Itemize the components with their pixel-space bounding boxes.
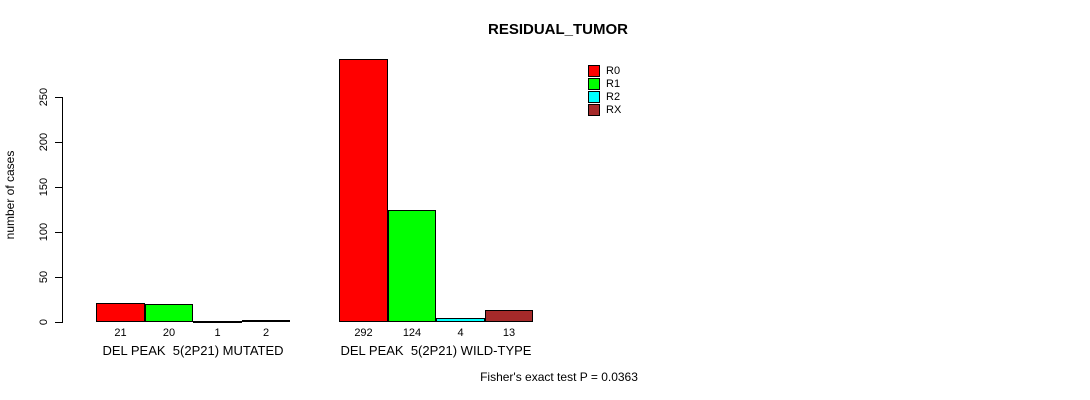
y-tick [55,322,62,323]
bar-value-label: 124 [402,327,422,339]
legend-swatch-rx [588,104,600,116]
bar-rx [485,310,533,322]
bar-value-label: 21 [114,327,127,339]
bar-r0 [96,303,145,322]
y-axis-line [62,97,63,323]
bar-rx [242,320,290,322]
y-tick-label: 50 [38,270,50,284]
x-category-label: DEL PEAK 5(2P21) MUTATED [102,343,284,358]
bar-r2 [193,321,242,323]
legend-swatch-r1 [588,78,600,90]
bar-value-label: 2 [262,327,270,339]
y-tick [55,187,62,188]
bar-r2 [436,318,485,322]
bar-value-label: 20 [162,327,176,339]
y-tick [55,277,62,278]
y-tick [55,142,62,143]
y-tick [55,97,62,98]
legend-label-r1: R1 [606,78,621,90]
legend-label-r2: R2 [606,91,621,103]
bar-r1 [388,210,436,322]
legend-label-r0: R0 [606,65,621,77]
x-category-label: DEL PEAK 5(2P21) WILD-TYPE [340,343,532,358]
y-tick-label: 100 [38,222,50,242]
bar-r1 [145,304,193,322]
bar-value-label: 292 [354,327,373,339]
y-tick [55,232,62,233]
y-tick-label: 250 [38,87,50,107]
y-tick-label: 150 [38,177,50,197]
legend-label-rx: RX [606,104,622,116]
bar-value-label: 13 [502,327,516,339]
bar-value-label: 1 [214,327,221,339]
y-tick-label: 0 [38,318,50,326]
bar-r0 [339,59,388,322]
legend-swatch-r0 [588,65,600,77]
chart-title: RESIDUAL_TUMOR [487,21,628,38]
y-tick-label: 200 [38,132,50,152]
bar-value-label: 4 [457,327,464,339]
y-axis-title: number of cases [3,150,17,240]
footnote-fishers-test: Fisher's exact test P = 0.0363 [480,370,638,384]
legend-swatch-r2 [588,91,600,103]
